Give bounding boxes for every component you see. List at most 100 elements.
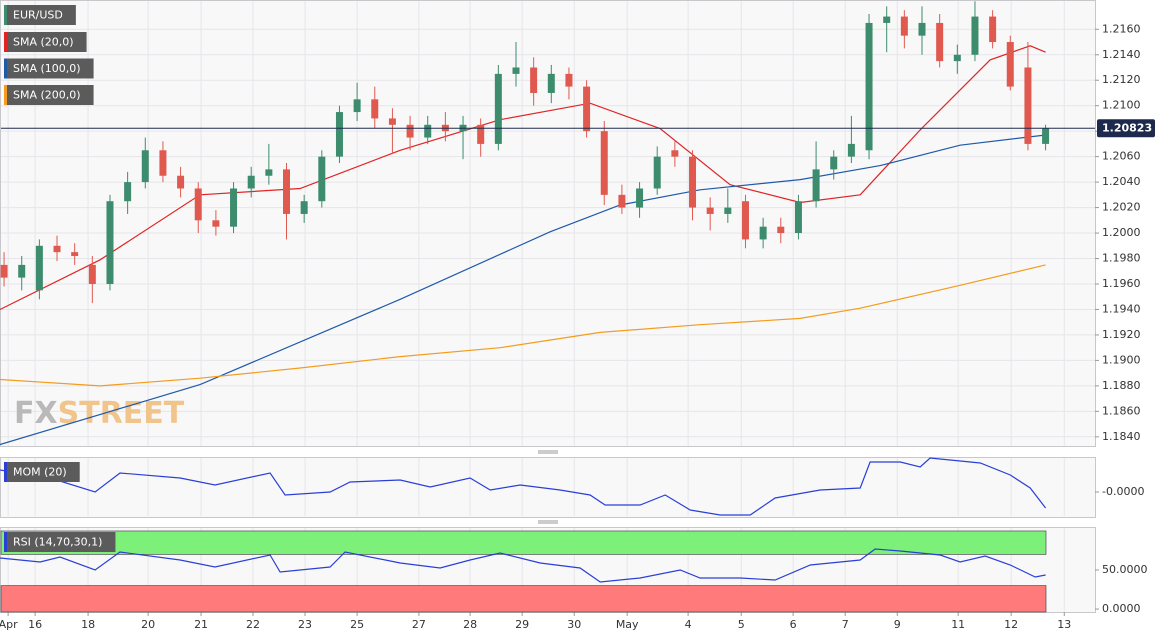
y-tick-label: 1.1920 (1102, 328, 1141, 341)
candle (671, 141, 679, 167)
candle (1024, 42, 1032, 151)
candle (0, 252, 8, 287)
candle (494, 64, 502, 151)
candle (353, 82, 361, 121)
candle-body (494, 73, 502, 144)
label-box: RSI (14,70,30,1) (4, 532, 116, 552)
candle (300, 194, 308, 223)
candle-body (53, 245, 61, 253)
candle-body (600, 131, 608, 195)
candle-body (424, 124, 432, 138)
candle-body (353, 99, 361, 113)
candle-body (653, 156, 661, 189)
candle (812, 141, 820, 208)
watermark: FXSTREET (14, 396, 185, 431)
candle-body (865, 22, 873, 151)
label-swatch (4, 32, 7, 52)
candle-body (371, 99, 379, 119)
x-tick-label: Apr (0, 618, 18, 631)
candle (689, 150, 697, 221)
y-tick-label: 1.1900 (1102, 353, 1141, 366)
candle (883, 6, 891, 53)
candle-body (388, 118, 396, 125)
candle-body (177, 175, 185, 189)
sma-line (0, 134, 1046, 446)
x-tick-label: 16 (28, 618, 42, 631)
candle (88, 255, 96, 304)
candle (636, 182, 644, 218)
y-tick-label: 1.1860 (1102, 404, 1141, 417)
candle-body (900, 16, 908, 36)
candle-body (847, 143, 855, 157)
x-tick-label: 7 (842, 618, 849, 631)
candle-body (883, 16, 891, 23)
candle (512, 42, 520, 87)
candle-body (706, 207, 714, 214)
candle-body (759, 226, 767, 240)
candle-body (406, 124, 414, 138)
x-tick-label: 23 (298, 618, 312, 631)
overbought-zone (0, 530, 1047, 555)
y-tick-label: 0.0000 (1102, 602, 1141, 615)
label-swatch (4, 85, 7, 105)
candle-body (989, 16, 997, 43)
label-text: EUR/USD (13, 9, 63, 22)
candle (600, 120, 608, 206)
candle (335, 105, 343, 164)
watermark-part: FX (14, 396, 58, 431)
x-tick-label: 11 (951, 618, 965, 631)
candle (477, 118, 485, 157)
candle-body (265, 169, 273, 176)
y-tick-label: 1.1880 (1102, 379, 1141, 392)
candle-body (812, 169, 820, 202)
mom-panel (0, 457, 1096, 518)
candle (830, 150, 838, 180)
candle-body (335, 112, 343, 157)
candle (406, 115, 414, 151)
candle-body (547, 73, 555, 93)
candle (706, 197, 714, 231)
candle-body (830, 156, 838, 170)
y-tick-label: 1.2060 (1102, 150, 1141, 163)
candle (1006, 35, 1014, 91)
candle (847, 115, 855, 164)
candle-body (318, 156, 326, 202)
x-tick-label: 25 (350, 618, 364, 631)
label-bg (4, 32, 87, 52)
x-tick-label: 28 (463, 618, 477, 631)
candle (371, 86, 379, 129)
candle (918, 6, 926, 55)
label-box: MOM (20) (4, 462, 80, 482)
label-bg (4, 85, 94, 105)
candle (424, 115, 432, 144)
label-bg (4, 462, 80, 482)
label-text: MOM (20) (13, 466, 67, 479)
candle (265, 143, 273, 185)
candle-body (724, 207, 732, 214)
candle (618, 184, 626, 214)
main-panel (0, 0, 1096, 447)
label-text: SMA (20,0) (13, 36, 74, 49)
candle (53, 235, 61, 262)
candle-body (230, 188, 238, 227)
candle-body (247, 175, 255, 189)
candle-body (141, 150, 149, 183)
label-text: RSI (14,70,30,1) (13, 536, 102, 549)
label-swatch (4, 532, 7, 552)
candle (953, 44, 961, 74)
label-box: SMA (100,0) (4, 58, 94, 79)
y-tick-label: 1.2020 (1102, 201, 1141, 214)
indicator-line (0, 457, 1047, 516)
y-tick-label: 1.2040 (1102, 175, 1141, 188)
label-text: SMA (200,0) (13, 89, 81, 102)
candle-body (0, 264, 8, 278)
candle-body (106, 201, 114, 284)
candle-body (530, 67, 538, 93)
x-tick-label: 5 (738, 618, 745, 631)
candle-body (618, 194, 626, 208)
candle-body (300, 201, 308, 214)
candle (653, 146, 661, 195)
oversold-zone (0, 585, 1047, 613)
x-tick-label: 18 (81, 618, 95, 631)
